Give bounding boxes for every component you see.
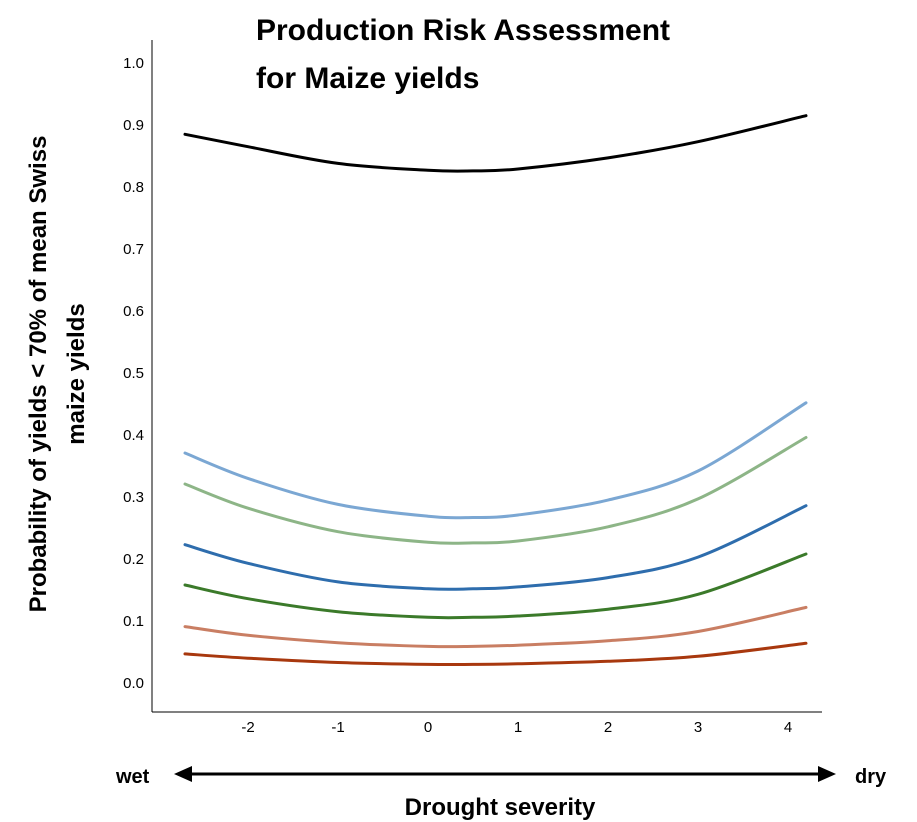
x-tick-label: 4 xyxy=(784,719,792,736)
x-tick-label: 1 xyxy=(514,719,522,736)
y-axis-title-line-1: Probability of yields < 70% of mean Swis… xyxy=(25,136,52,613)
y-tick-label: 0.0 xyxy=(123,675,144,692)
y-tick-label: 0.8 xyxy=(123,179,144,196)
x-tick-label: 3 xyxy=(694,719,702,736)
y-tick-label: 0.4 xyxy=(123,427,144,444)
x-tick-label: 2 xyxy=(604,719,612,736)
y-tick-label: 1.0 xyxy=(123,55,144,72)
y-tick-label: 0.6 xyxy=(123,303,144,320)
arrow-head-left xyxy=(174,766,192,782)
x-axis-title: Drought severity xyxy=(405,794,596,821)
series-line-2 xyxy=(183,401,808,520)
y-tick-label: 0.5 xyxy=(123,365,144,382)
arrow-head-right xyxy=(818,766,836,782)
x-tick-label: 0 xyxy=(424,719,432,736)
y-axis-ticks: 0.0 0.1 0.2 0.3 0.4 0.5 0.6 0.7 0.8 0.9 1.0 xyxy=(123,55,144,692)
y-axis-title-line-2: maize yields xyxy=(63,303,90,444)
x-tick-label: -2 xyxy=(241,719,254,736)
series-line-4 xyxy=(183,504,808,591)
plot-area xyxy=(151,40,822,713)
dry-label: dry xyxy=(855,766,887,788)
series-line-1 xyxy=(183,114,808,173)
y-tick-label: 0.9 xyxy=(123,117,144,134)
chart-title-line-2: for Maize yields xyxy=(256,62,479,95)
series-line-5 xyxy=(183,552,808,620)
series-lines xyxy=(183,114,808,667)
series-line-3 xyxy=(183,436,808,545)
series-line-6 xyxy=(183,605,808,649)
x-axis-ticks: -2 -1 0 1 2 3 4 xyxy=(241,719,792,736)
drought-arrow xyxy=(174,766,836,782)
y-tick-label: 0.1 xyxy=(123,613,144,630)
y-tick-label: 0.3 xyxy=(123,489,144,506)
y-tick-label: 0.7 xyxy=(123,241,144,258)
chart-title-line-1: Production Risk Assessment xyxy=(256,14,670,47)
wet-label: wet xyxy=(115,766,150,788)
series-line-7 xyxy=(183,641,808,667)
x-tick-label: -1 xyxy=(331,719,344,736)
y-tick-label: 0.2 xyxy=(123,551,144,568)
